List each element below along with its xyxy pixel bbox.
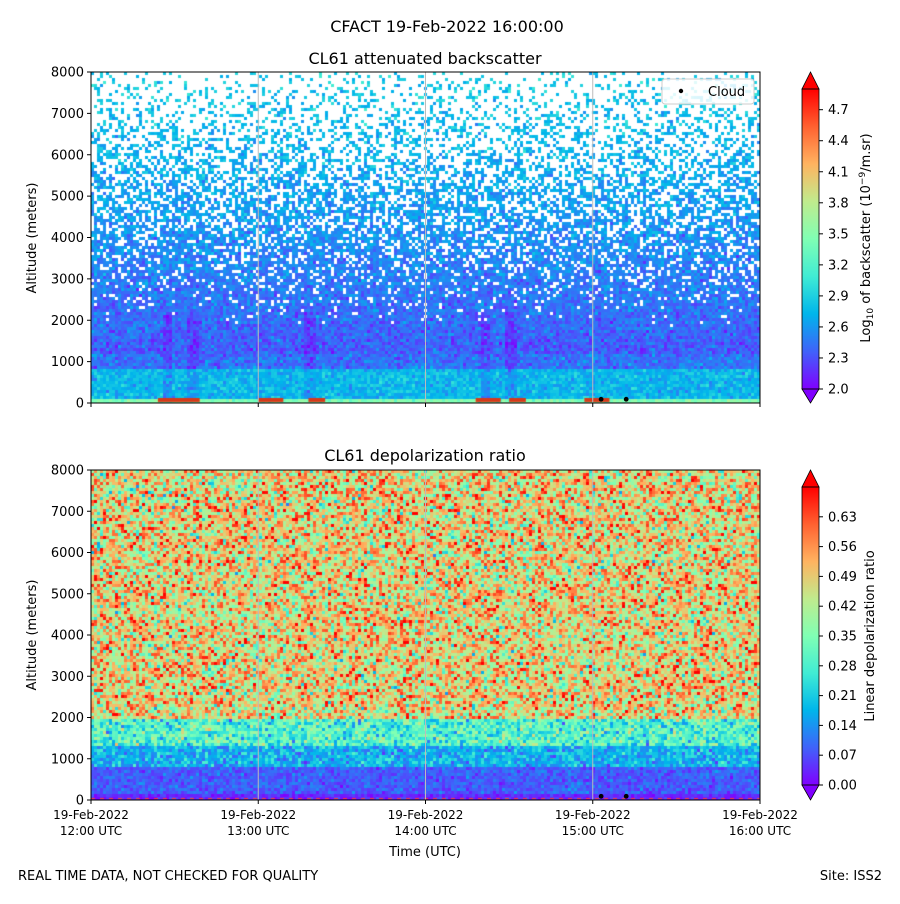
colorbar-tick-label: 2.0 bbox=[828, 383, 849, 398]
x-tick-label-time: 16:00 UTC bbox=[729, 824, 791, 838]
y-tick-label: 6000 bbox=[51, 148, 84, 163]
backscatter-ylabel: Altitude (meters) bbox=[25, 183, 40, 294]
cloud-base-point bbox=[598, 793, 604, 799]
backscatter-colorbar-frame bbox=[801, 88, 820, 390]
cloud-legend: Cloud bbox=[661, 78, 755, 105]
backscatter-colorbar-label: Log10 of backscatter (10−9/m.sr) bbox=[858, 133, 876, 342]
cloud-base-point bbox=[623, 396, 629, 402]
legend-cloud-marker bbox=[678, 88, 684, 94]
depolarization-colorbar-ticks: 0.00 0.07 0.14 0.21 0.28 0.35 0.42 0.49 0.56 0.63 bbox=[819, 510, 857, 794]
cb-label-mid: of backscatter (10 bbox=[859, 185, 874, 308]
colorbar-tick-label: 0.49 bbox=[828, 570, 857, 585]
colorbar-tick-label: 0.28 bbox=[828, 659, 857, 674]
y-tick-label: 3000 bbox=[51, 272, 84, 287]
colorbar-tick-label: 0.63 bbox=[828, 510, 857, 525]
y-tick-label: 1000 bbox=[51, 752, 84, 767]
colorbar-tick-label: 0.07 bbox=[828, 749, 857, 764]
y-tick-label: 5000 bbox=[51, 190, 84, 205]
x-tick-label-time: 14:00 UTC bbox=[394, 824, 456, 838]
depolarization-xlabel: Time (UTC) bbox=[388, 845, 461, 860]
depolarization-grid bbox=[257, 470, 594, 800]
cloud-base-point bbox=[623, 793, 629, 799]
x-tick-label-time: 15:00 UTC bbox=[562, 824, 624, 838]
colorbar-tick-label: 2.6 bbox=[828, 320, 849, 335]
depolarization-colorbar-body bbox=[802, 487, 819, 785]
colorbar-tick-label: 2.3 bbox=[828, 351, 849, 366]
figure-suptitle: CFACT 19-Feb-2022 16:00:00 bbox=[330, 17, 564, 36]
legend-cloud-label: Cloud bbox=[708, 85, 745, 100]
depolarization-x-ticks: 19-Feb-2022 12:00 UTC 19-Feb-2022 13:00 UTC… bbox=[53, 800, 798, 838]
x-tick-label-time: 12:00 UTC bbox=[60, 824, 122, 838]
backscatter-cloud-markers bbox=[598, 396, 629, 402]
y-tick-label: 8000 bbox=[51, 464, 84, 479]
colorbar-tick-label: 0.42 bbox=[828, 600, 857, 615]
colorbar-tick-label: 4.4 bbox=[828, 134, 849, 149]
depolarization-colorbar: 0.00 0.07 0.14 0.21 0.28 0.35 0.42 0.49 0.56 0.63… bbox=[801, 469, 878, 801]
y-tick-label: 0 bbox=[76, 397, 84, 412]
y-tick-label: 5000 bbox=[51, 587, 84, 602]
site-label: Site: ISS2 bbox=[819, 869, 882, 884]
depolarization-colorbar-label: Linear depolarization ratio bbox=[863, 550, 878, 721]
y-tick-label: 6000 bbox=[51, 546, 84, 561]
backscatter-title: CL61 attenuated backscatter bbox=[308, 49, 542, 68]
colorbar-tick-label: 4.1 bbox=[828, 165, 849, 180]
y-tick-label: 7000 bbox=[51, 505, 84, 520]
depolarization-colorbar-min-extend bbox=[801, 784, 820, 801]
cb-label-log: Log bbox=[859, 319, 874, 342]
y-tick-label: 0 bbox=[76, 794, 84, 809]
cb-label-sup: −9 bbox=[858, 172, 868, 186]
depolarization-y-ticks: 0 1000 2000 3000 4000 5000 6000 7000 8000 bbox=[51, 464, 91, 809]
backscatter-colorbar: 2.0 2.3 2.6 2.9 3.2 3.5 3.8 4.1 4.4 4.7 Log10 of … bbox=[801, 71, 876, 404]
cb-label-end: /m.sr) bbox=[859, 133, 874, 171]
colorbar-tick-label: 3.5 bbox=[828, 227, 849, 242]
cb-label-sub: 10 bbox=[866, 308, 876, 320]
colorbar-tick-label: 3.2 bbox=[828, 258, 849, 273]
depolarization-ylabel: Altitude (meters) bbox=[25, 580, 40, 691]
y-tick-label: 4000 bbox=[51, 629, 84, 644]
backscatter-panel: CL61 attenuated backscatter 0 1000 2000 300… bbox=[25, 49, 876, 412]
cloud-base-point bbox=[598, 396, 604, 402]
depolarization-cloud-markers bbox=[598, 793, 629, 799]
backscatter-grid bbox=[257, 72, 594, 403]
backscatter-colorbar-max-extend bbox=[801, 71, 820, 90]
backscatter-colorbar-min-extend bbox=[801, 388, 820, 404]
colorbar-tick-label: 0.00 bbox=[828, 779, 857, 794]
colorbar-tick-label: 0.14 bbox=[828, 719, 857, 734]
colorbar-tick-label: 4.7 bbox=[828, 103, 849, 118]
y-tick-label: 1000 bbox=[51, 355, 84, 370]
colorbar-tick-label: 0.56 bbox=[828, 540, 857, 555]
x-tick-label-time: 13:00 UTC bbox=[227, 824, 289, 838]
y-tick-label: 2000 bbox=[51, 711, 84, 726]
depolarization-title: CL61 depolarization ratio bbox=[324, 446, 526, 465]
x-tick-label-date: 19-Feb-2022 bbox=[53, 808, 129, 822]
backscatter-colorbar-body bbox=[802, 89, 819, 389]
depolarization-colorbar-max-extend bbox=[801, 469, 820, 488]
colorbar-tick-label: 3.8 bbox=[828, 196, 849, 211]
quality-disclaimer: REAL TIME DATA, NOT CHECKED FOR QUALITY bbox=[18, 869, 319, 884]
colorbar-tick-label: 0.35 bbox=[828, 630, 857, 645]
y-tick-label: 3000 bbox=[51, 670, 84, 685]
colorbar-tick-label: 0.21 bbox=[828, 689, 857, 704]
legend-box bbox=[661, 78, 755, 105]
backscatter-y-ticks: 0 1000 2000 3000 4000 5000 6000 7000 8000 bbox=[51, 66, 91, 412]
x-tick-label-date: 19-Feb-2022 bbox=[555, 808, 631, 822]
x-tick-label-date: 19-Feb-2022 bbox=[220, 808, 296, 822]
y-tick-label: 2000 bbox=[51, 314, 84, 329]
backscatter-x-ticks bbox=[90, 403, 761, 407]
y-tick-label: 7000 bbox=[51, 107, 84, 122]
depolarization-panel: CL61 depolarization ratio 0 1000 2000 3000 4… bbox=[25, 446, 878, 860]
x-tick-label-date: 19-Feb-2022 bbox=[722, 808, 798, 822]
y-tick-label: 8000 bbox=[51, 66, 84, 81]
colorbar-tick-label: 2.9 bbox=[828, 289, 849, 304]
backscatter-colorbar-ticks: 2.0 2.3 2.6 2.9 3.2 3.5 3.8 4.1 4.4 4.7 bbox=[819, 103, 849, 398]
y-tick-label: 4000 bbox=[51, 231, 84, 246]
x-tick-label-date: 19-Feb-2022 bbox=[388, 808, 464, 822]
